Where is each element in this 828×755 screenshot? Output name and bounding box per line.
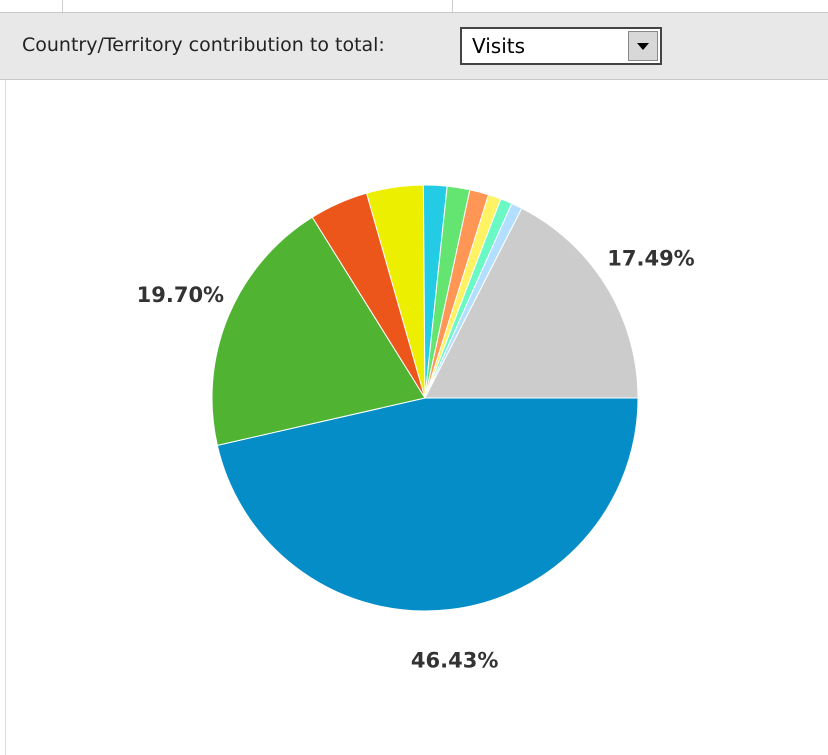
grid-edge: [5, 80, 6, 755]
grid-edge: [62, 0, 63, 12]
select-value: Visits: [472, 34, 526, 58]
toolbar: Country/Territory contribution to total:…: [0, 12, 828, 80]
pie-slice: [216, 397, 639, 612]
slice-label: 17.49%: [607, 247, 694, 271]
pie-slice: [424, 207, 639, 399]
grid-edge: [452, 0, 453, 12]
slice-label: 19.70%: [137, 283, 224, 307]
slice-label: 46.43%: [411, 648, 498, 672]
select-arrow[interactable]: [628, 31, 658, 61]
toolbar-label: Country/Territory contribution to total:: [22, 34, 385, 56]
metric-select[interactable]: Visits: [460, 27, 662, 65]
pie-slice: [211, 216, 426, 446]
